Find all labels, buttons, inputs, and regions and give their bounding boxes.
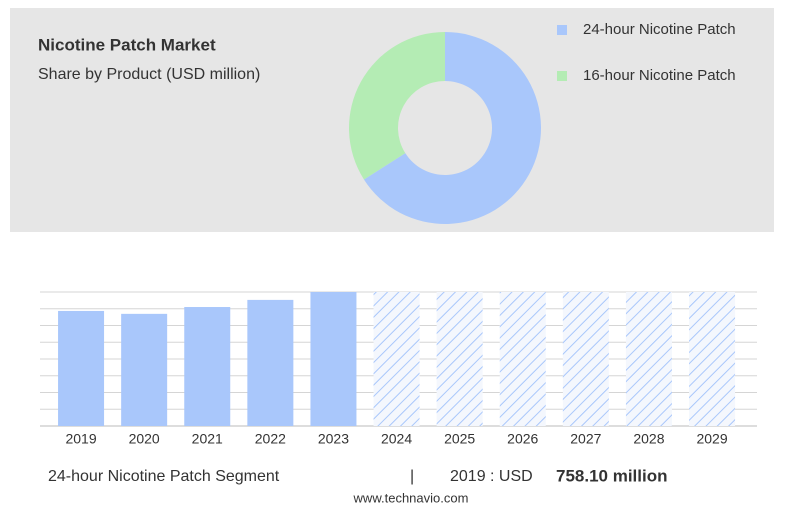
- bar: [184, 307, 231, 426]
- x-tick-label: 2025: [444, 431, 475, 447]
- footer-separator: |: [410, 468, 414, 485]
- pie-slice: [349, 32, 445, 180]
- x-tick-label: 2020: [129, 431, 160, 447]
- forecast-placeholder: [689, 292, 736, 426]
- x-tick-label: 2019: [65, 431, 96, 447]
- x-tick-label: 2029: [696, 431, 727, 447]
- x-tick-label: 2024: [381, 431, 412, 447]
- bar: [247, 299, 294, 426]
- x-tick-label: 2021: [192, 431, 223, 447]
- forecast-placeholder: [499, 292, 546, 426]
- x-tick-label: 2022: [255, 431, 286, 447]
- forecast-placeholder: [625, 292, 672, 426]
- legend-swatch: [557, 25, 567, 35]
- footer-value: 758.10 million: [556, 466, 668, 485]
- legend-label: 16-hour Nicotine Patch: [583, 67, 736, 84]
- forecast-placeholder: [562, 292, 609, 426]
- legend-swatch: [557, 71, 567, 81]
- chart-subtitle: Share by Product (USD million): [38, 66, 260, 83]
- x-tick-label: 2023: [318, 431, 349, 447]
- bar: [58, 310, 105, 426]
- legend-label: 24-hour Nicotine Patch: [583, 21, 736, 38]
- x-tick-label: 2027: [570, 431, 601, 447]
- x-tick-label: 2026: [507, 431, 538, 447]
- source: www.technavio.com: [353, 490, 469, 505]
- bar: [121, 313, 168, 426]
- x-tick-label: 2028: [633, 431, 664, 447]
- footer-segment: 24-hour Nicotine Patch Segment: [48, 468, 280, 485]
- pie-slice: [363, 32, 542, 225]
- forecast-placeholder: [373, 292, 420, 426]
- forecast-placeholder: [436, 292, 483, 426]
- bar: [310, 292, 357, 426]
- footer-year: 2019 : USD: [450, 468, 533, 485]
- chart-title: Nicotine Patch Market: [38, 35, 216, 54]
